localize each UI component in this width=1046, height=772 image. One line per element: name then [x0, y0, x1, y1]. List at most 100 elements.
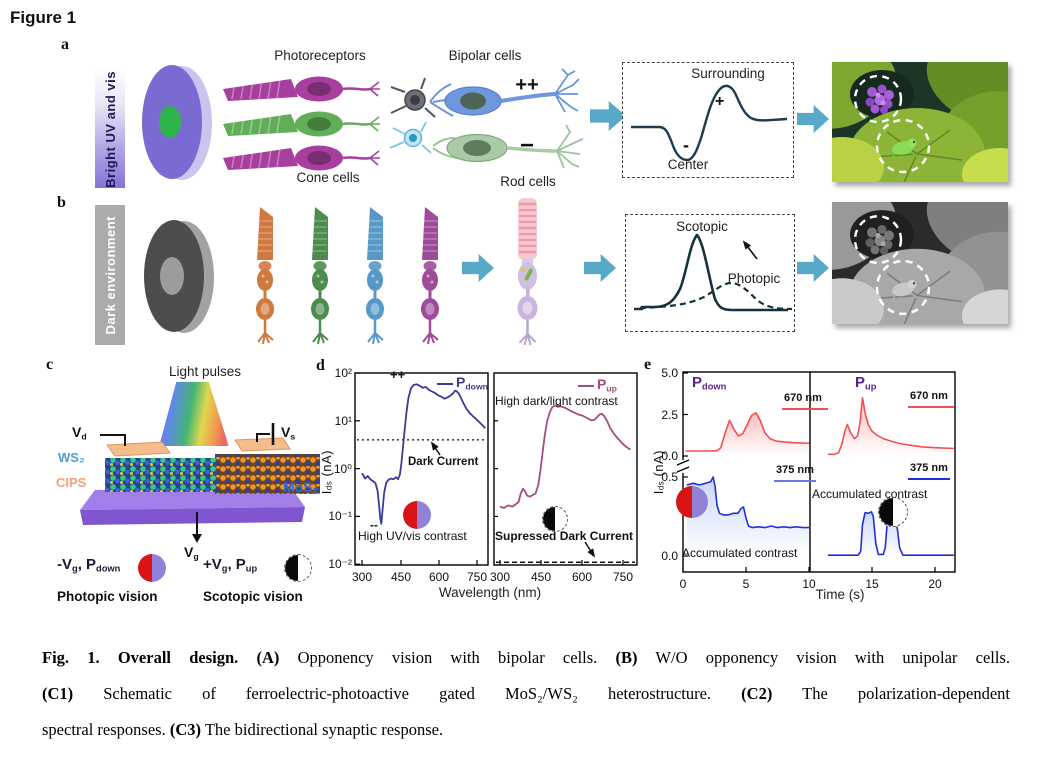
color-scene-photo [798, 38, 1046, 200]
substrate-front [80, 507, 305, 525]
svg-text:10¹: 10¹ [335, 414, 352, 428]
off-bipolar-cell [432, 124, 584, 169]
photopic-label: Photopic [727, 271, 781, 286]
arrow-b1-icon [462, 254, 494, 282]
bipolar-cells-label: Bipolar cells [448, 48, 522, 63]
flower-highlight-circle [853, 215, 903, 265]
synaptic-response-chart: 5.0 2.5 0.0 0.5 0.0 0 5 10 15 20 [661, 366, 956, 591]
off-sign: − [519, 132, 534, 159]
svg-text:600: 600 [572, 570, 592, 584]
svg-text:300: 300 [490, 570, 510, 584]
cone-cell-orange [256, 207, 274, 345]
rf-plus-label: + [715, 93, 725, 110]
d-x-axis-label: Wavelength (nm) [438, 585, 542, 600]
d-tick-marks [355, 372, 624, 565]
svg-text:450: 450 [391, 570, 411, 584]
e-axis-break-mark1 [676, 459, 690, 466]
pdown-condition-label: -Vg, Pdown [57, 556, 121, 574]
e-left-contrast-annotation: Accumulated contrast [682, 546, 798, 560]
panel-c-letter: c [46, 356, 54, 373]
e-x-tick-labels: 0 5 10 15 20 [680, 577, 942, 591]
rf-minus-label: - [683, 135, 689, 155]
figure-title: Figure 1 [10, 8, 77, 27]
horizontal-cell-icon [390, 77, 436, 118]
e-y-tick-labels: 5.0 2.5 0.0 0.5 0.0 [661, 366, 678, 563]
amacrine-cell-icon [389, 121, 432, 154]
pdown-legend-label: Pdown [456, 374, 488, 392]
vg-label: Vg [184, 544, 199, 562]
scotopic-photopic-curves [634, 233, 793, 312]
arrow-b3-icon [797, 254, 829, 282]
drain-wire [100, 434, 126, 446]
center-surround-curve [631, 84, 788, 162]
center-surround-plot: Surrounding + - Center [622, 62, 794, 178]
svg-text:0.5: 0.5 [661, 470, 678, 484]
cone-cell-row-magenta-2 [223, 145, 380, 171]
flower-highlight-circle [853, 74, 903, 124]
unipolar-cone-cells-illustration [256, 207, 439, 345]
source-electrode [234, 437, 291, 452]
frog-icon [886, 138, 918, 160]
panel-e-letter: e [644, 356, 652, 373]
e-pup-label: Pup [855, 374, 877, 392]
center-label: Center [667, 157, 709, 172]
e-right-contrast-annotation: Accumulated contrast [812, 487, 928, 501]
cips-label: CIPS [56, 475, 87, 490]
svg-text:5.0: 5.0 [661, 366, 678, 380]
scotopic-vision-label: Scotopic vision [203, 589, 303, 604]
d-peak-annotation: ++ [390, 367, 406, 382]
dark-light-contrast-annotation: High dark/light contrast [495, 394, 618, 408]
cone-cell-green [311, 207, 329, 345]
svg-text:10²: 10² [335, 366, 352, 380]
mos2-label: MoS₂ [283, 479, 319, 495]
d-dip-annotation: -- [370, 518, 378, 532]
e-pup-polarization-icon [878, 497, 908, 527]
e-left-670nm-line [782, 408, 828, 410]
mos2-slab [215, 454, 320, 494]
e-x-axis-label: Time (s) [815, 587, 865, 602]
caption-line-2: (C1) Schematic of ferroelectric-photoact… [42, 684, 1010, 703]
e-pdown-polarization-icon [676, 486, 708, 518]
frog-highlight-circle [875, 118, 931, 174]
pup-polarization-icon [284, 554, 312, 582]
arrow-a2-icon [797, 105, 829, 133]
panel-d-letter: d [316, 357, 325, 374]
pup-legend-line [578, 385, 594, 387]
cone-cell-row-green [223, 111, 380, 137]
cone-cell-blue [366, 207, 384, 345]
arrow-b2-icon [584, 254, 616, 282]
e-right-375nm-line [908, 478, 950, 480]
dark-current-arrow [430, 441, 441, 456]
e-right-375nm-label: 375 nm [910, 462, 948, 474]
dark-current-annotation: Dark Current [408, 456, 479, 468]
vs-label: Vs [281, 424, 296, 442]
svg-text:450: 450 [531, 570, 551, 584]
scotopic-label: Scotopic [676, 219, 728, 234]
bright-eye-disc-icon [142, 65, 212, 180]
svg-text:10⁻¹: 10⁻¹ [328, 509, 352, 523]
source-wire [256, 433, 270, 442]
svg-text:750: 750 [613, 570, 633, 584]
pup-condition-label: +Vg, Pup [203, 556, 258, 574]
spectral-response-chart: 10² 10¹ 10⁰ 10⁻¹ 10⁻² 300 450 600 750 30… [328, 366, 638, 584]
on-sign: ++ [515, 74, 539, 96]
svg-text:10⁰: 10⁰ [334, 462, 352, 476]
drain-electrode [106, 441, 171, 457]
flower-icon [865, 84, 894, 114]
d-y-tick-labels: 10² 10¹ 10⁰ 10⁻¹ 10⁻² [328, 366, 352, 571]
svg-text:10⁻²: 10⁻² [328, 557, 352, 571]
arrow-a1-icon [590, 101, 626, 131]
frog-icon [886, 279, 918, 302]
lilypad-scene-illustration [798, 177, 1046, 343]
scotopic-photopic-plot: Scotopic Photopic [625, 214, 795, 332]
pdown-polarization-icon [138, 554, 166, 582]
e-axis-break-gap [680, 460, 686, 473]
photoreceptors-bipolar-illustration [223, 68, 584, 171]
bright-uv-vis-label: Bright UV and vis [102, 70, 118, 188]
e-left-670nm-label: 670 nm [784, 392, 822, 404]
svg-text:20: 20 [928, 577, 942, 591]
svg-text:300: 300 [352, 570, 372, 584]
svg-text:0.0: 0.0 [661, 549, 678, 563]
e-pdown-label: Pdown [692, 374, 727, 392]
